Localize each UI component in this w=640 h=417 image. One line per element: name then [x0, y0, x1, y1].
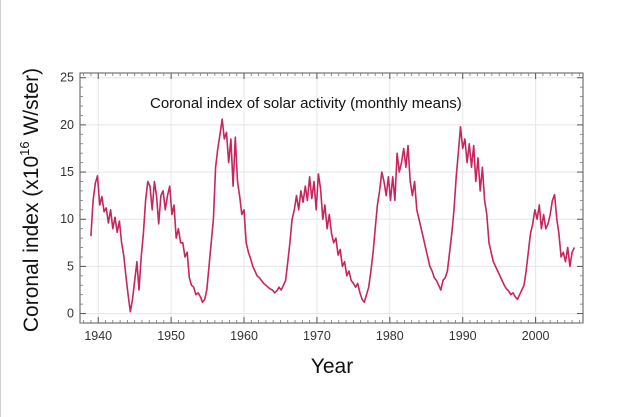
y-tick-label: 5	[67, 259, 74, 273]
series-line	[90, 118, 576, 313]
frame-border	[0, 0, 1, 417]
y-tick-label: 25	[60, 71, 74, 85]
y-axis-title-superscript: 16	[17, 141, 32, 155]
x-tick-label: 1940	[84, 329, 112, 343]
minor-ticks	[80, 73, 583, 324]
x-tick-label: 1960	[230, 329, 258, 343]
chart-title: Coronal index of solar activity (monthly…	[150, 95, 462, 112]
x-tick-label: 1950	[157, 329, 185, 343]
y-tick-label: 10	[60, 212, 74, 226]
x-tick-label: 1980	[376, 329, 404, 343]
y-axis-title-main: Coronal index (x10	[20, 156, 43, 332]
x-tick-label: 1990	[449, 329, 477, 343]
y-axis-title-unit: W/ster)	[20, 68, 43, 142]
y-axis-title: Coronal index (x1016 W/ster)	[17, 68, 43, 332]
y-tick-label: 20	[60, 118, 74, 132]
x-axis-ticks: 1940 1950 1960 1970 1980 1990 2000	[84, 73, 550, 343]
x-tick-label: 1970	[303, 329, 331, 343]
y-tick-label: 15	[60, 165, 74, 179]
grid-lines	[80, 73, 583, 323]
y-tick-label: 0	[67, 307, 74, 321]
x-axis-title: Year	[311, 355, 353, 378]
x-tick-label: 2000	[522, 329, 550, 343]
y-axis-ticks: 0 5 10 15 20 25	[60, 71, 583, 321]
